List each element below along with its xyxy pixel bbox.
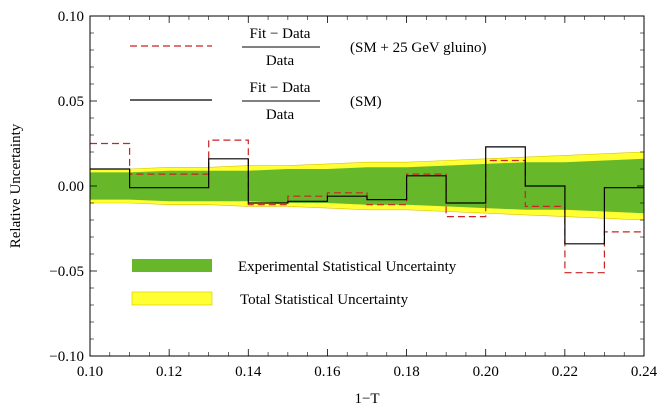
legend-entry-gluino: Fit − Data Data (SM + 25 GeV gluino) — [130, 26, 487, 69]
legend-fit-denominator-gluino: Data — [266, 53, 295, 69]
y-tick-label: 0.00 — [58, 179, 84, 195]
y-axis-label: Relative Uncertainty — [8, 123, 24, 248]
series-sm-step — [90, 146, 644, 245]
x-tick-label: 0.16 — [314, 364, 341, 380]
legend-label-total: Total Statistical Uncertainty — [240, 292, 409, 308]
uncertainty-bands — [89, 151, 645, 221]
y-tick-label: −0.05 — [49, 264, 84, 280]
legend-entry-total: Total Statistical Uncertainty — [131, 291, 409, 308]
x-tick-label: 0.22 — [552, 364, 578, 380]
legend-fit-numerator-gluino: Fit − Data — [250, 26, 311, 42]
x-tick-label: 0.12 — [156, 364, 182, 380]
band-experimental — [90, 158, 644, 214]
x-tick-label: 0.14 — [235, 364, 262, 380]
legend-label-gluino: (SM + 25 GeV gluino) — [350, 40, 487, 56]
legend-entry-sm: Fit − Data Data (SM) — [130, 80, 382, 123]
legend-fit-numerator-sm: Fit − Data — [250, 80, 311, 96]
y-tick-label: 0.10 — [58, 9, 84, 25]
legend-entry-experimental: Experimental Statistical Uncertainty — [132, 259, 457, 275]
legend-swatch-experimental — [132, 259, 212, 272]
axis-ticks: 0.10 0.12 0.14 0.16 0.18 0.20 0.22 0.24 0.10 0.05… — [49, 9, 657, 380]
legend-swatch-total — [131, 291, 213, 306]
x-tick-label: 0.10 — [77, 364, 103, 380]
legend-label-experimental: Experimental Statistical Uncertainty — [238, 259, 457, 275]
x-tick-label: 0.20 — [473, 364, 499, 380]
y-tick-label: −0.10 — [49, 349, 84, 365]
x-tick-label: 0.24 — [631, 364, 658, 380]
legend-label-sm: (SM) — [350, 94, 382, 110]
y-tick-label: 0.05 — [58, 94, 84, 110]
series-lines — [90, 139, 644, 274]
x-tick-label: 0.18 — [393, 364, 419, 380]
x-axis-label: 1−T — [354, 391, 379, 407]
legend-fit-denominator-sm: Data — [266, 107, 295, 123]
